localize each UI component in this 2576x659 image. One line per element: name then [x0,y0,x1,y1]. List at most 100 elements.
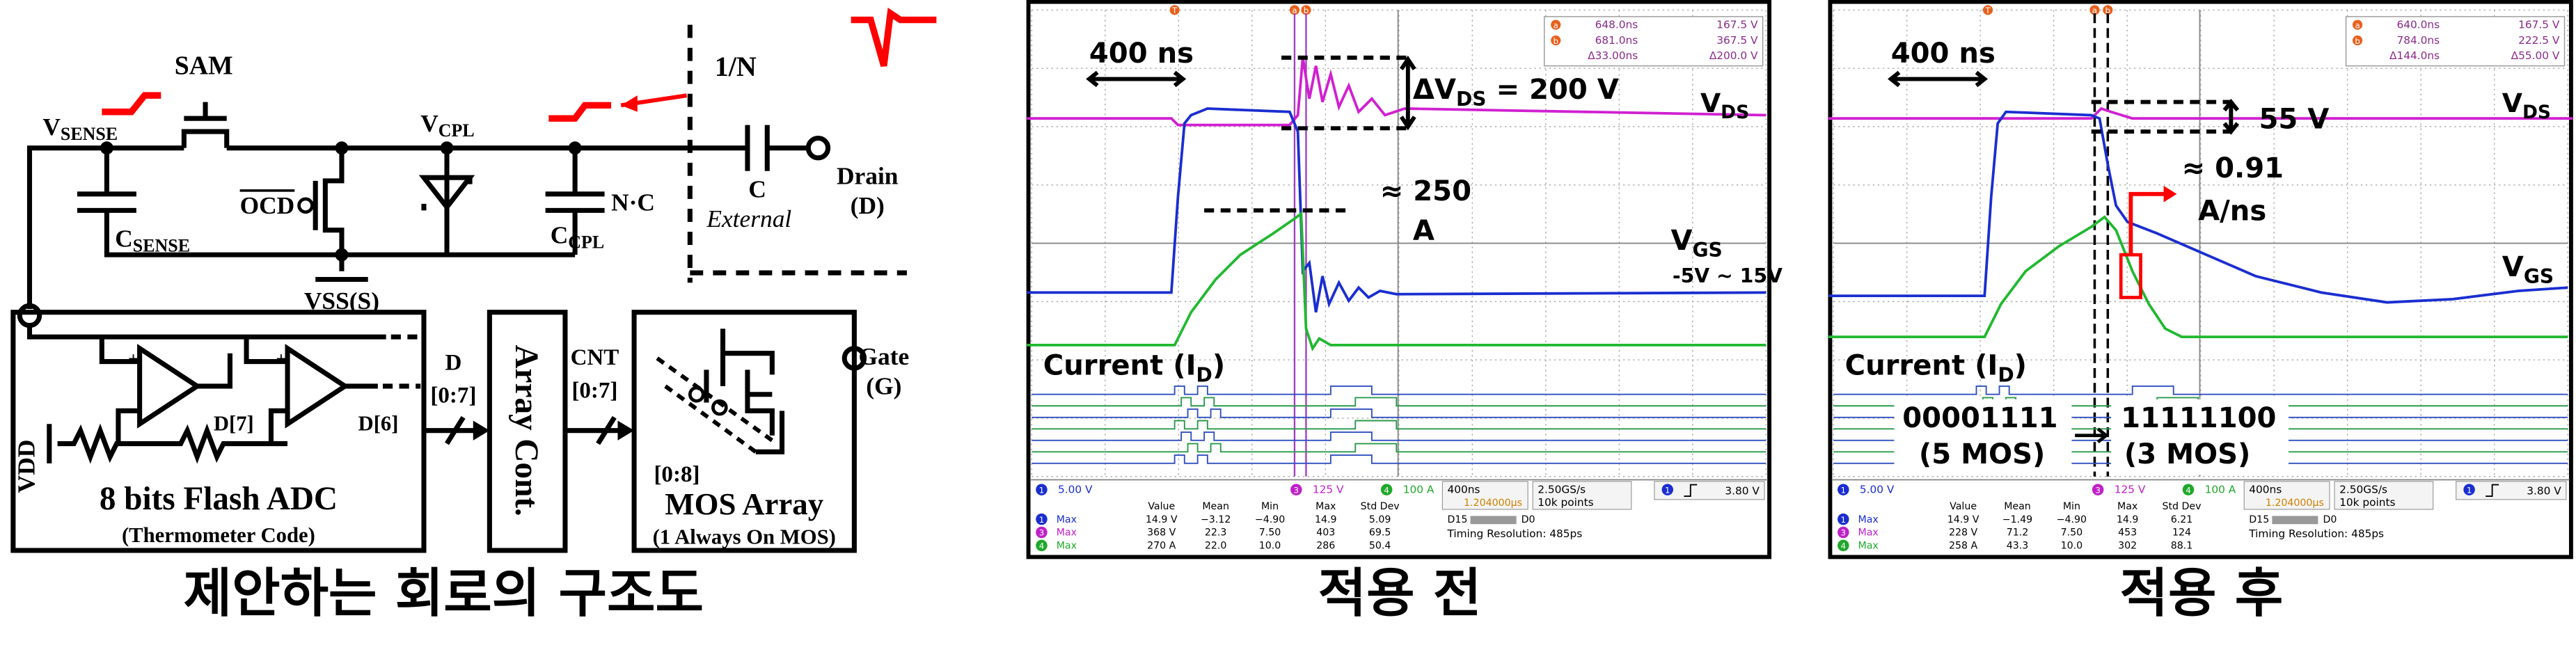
annotation: A [1413,215,1435,247]
table-header: Value [1950,501,1977,512]
annotation-part: (3 MOS) [2124,438,2250,470]
label: [0:8] [654,462,700,487]
axis [1833,10,2568,477]
c-external [745,125,770,171]
table-header: Value [1148,501,1175,512]
row-label: Max [1858,514,1879,525]
vds-trace [1828,106,2573,120]
drain-waveform [851,7,937,67]
readout-value: Δ200.0 V [1709,49,1758,62]
annotation: VGS [2502,251,2554,288]
channel-badge [2463,484,2475,495]
channel-badge [1290,484,1302,495]
table-cell: 228 V [1949,527,1978,539]
bubble [688,386,705,403]
digital-trace [1032,385,1767,395]
external-boundary [687,24,907,283]
table-cell: 14.9 [1315,514,1337,525]
annotation-part: A/ns [2198,196,2266,228]
annotation: VDS [1700,88,1749,123]
marker-label: a [1554,20,1558,30]
channel-badge [1036,484,1048,495]
table-cell: 286 [1316,541,1335,552]
timing-resolution: Timing Resolution: 485ps [2248,527,2384,540]
trigger-icon [2486,484,2499,498]
digital-channel: D0 [2323,514,2337,525]
annotation-part: ≈ 250 [1380,175,1471,207]
label: Array Cont. [508,344,544,516]
annotation: A/ns [2198,196,2266,228]
array-cont-box [487,310,568,553]
marker-label: b [1553,36,1558,46]
annotation: 00001111 [1902,402,2057,434]
row-number: 4 [1039,541,1045,551]
channel-number: 1 [1039,485,1045,495]
table-cell: 453 [2118,527,2137,539]
label: (G) [866,372,901,400]
label: 8 bits Flash ADC [100,481,338,517]
label: CCPL [551,221,604,253]
caption: 적용 후 [2119,562,2283,624]
label: [0:7] [571,378,617,403]
channel-badge [1838,484,1849,495]
label: VSENSE [42,113,118,144]
annotation: 11111100 [2121,402,2276,434]
sample-rate: 2.50GS/s [1538,483,1586,495]
digital-channel: D15 [2249,514,2269,525]
label: + [128,349,139,369]
table-header: Min [1261,501,1279,512]
table-cell: 270 A [1147,541,1176,552]
channel-badge [2182,484,2195,495]
annotation-line [1204,55,1408,213]
annotation-part: 00001111 [1902,402,2057,434]
channel-number: 1 [1841,485,1847,495]
row-number: 4 [1841,541,1847,551]
readout-value: 167.5 V [2518,18,2560,31]
marker-label: a [1292,6,1297,15]
label-background [2111,399,2289,475]
annotation-part: -5V ~ 15V [1673,264,1783,287]
annotation-part: V [2502,88,2523,118]
row-label: Max [1057,527,1077,539]
label: (D) [851,191,885,219]
marker [2352,35,2363,46]
record-length: 10k points [2339,496,2395,509]
trigger-icon [1684,484,1698,498]
table-header: Max [2117,501,2138,512]
current-trace [1828,215,2568,339]
readout-value: 167.5 V [1716,18,1758,31]
row-label: Max [1858,527,1879,539]
table-cell: 10.0 [2061,541,2083,552]
label-main: C [551,221,569,249]
channel-number: 3 [1294,485,1299,495]
channel-number: 4 [1384,485,1389,495]
ocd-transistor [313,148,368,283]
timebase: 400ns [2249,483,2282,495]
label: VCPL [420,109,474,141]
acq-box [2334,481,2434,510]
label-sub: CPL [568,232,604,253]
marker [1301,5,1311,15]
table-header: Std Dev [1361,501,1400,512]
annotation-line [2091,100,2231,134]
annotation: ≈ 250 [1380,175,1471,207]
annotation-part: V [1670,225,1692,257]
annotation: VDS [2502,88,2551,123]
annotation-part: V [2502,251,2524,283]
delay: 1.204000µs [1464,498,1522,509]
annotation-part: D [1998,363,2014,386]
table-header: Max [1315,501,1336,512]
label: CNT [571,345,619,370]
coupled-waveform [548,102,612,122]
channel-badge [1036,526,1048,539]
label: + [276,349,287,369]
table-cell: 258 A [1949,541,1978,552]
annotation-part: 11111100 [2121,402,2276,434]
table-cell: 50.4 [1369,541,1391,552]
annotation-part: ΔV [1413,74,1456,106]
annotation: ΔVDS = 200 V [1413,74,1619,111]
timebase-box [1441,481,1528,510]
annotation-part: DS [2522,102,2551,123]
